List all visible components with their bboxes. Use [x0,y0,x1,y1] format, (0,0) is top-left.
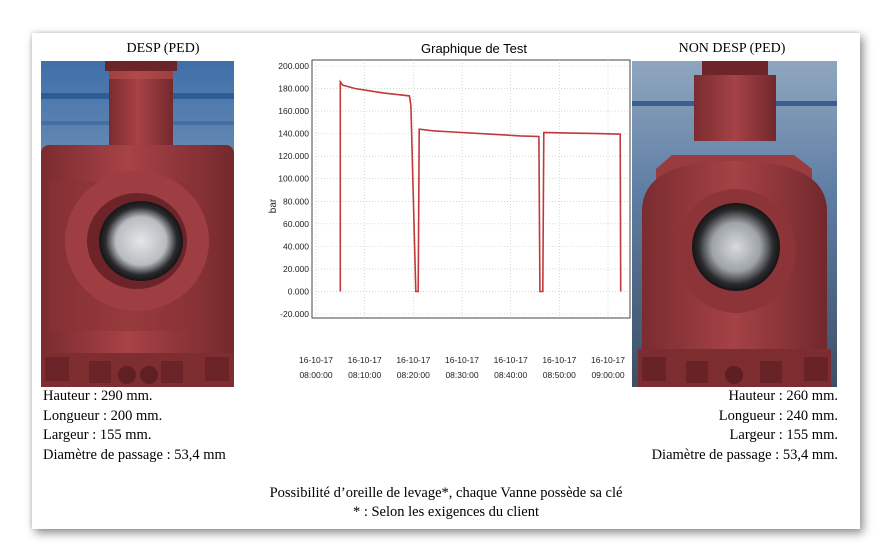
x-tick-date: 16-10-17 [348,355,382,365]
x-tick-time: 08:10:00 [348,370,381,380]
x-tick-date: 16-10-17 [299,355,333,365]
desp-passage-diameter: Diamètre de passage : 53,4 mm [43,446,226,463]
x-tick-date: 16-10-17 [542,355,576,365]
y-tick-label: 60.000 [283,219,309,229]
x-tick-date: 16-10-17 [445,355,479,365]
y-axis-label: bar [268,198,279,213]
y-tick-label: 160.000 [278,106,309,116]
x-tick-date: 16-10-17 [396,355,430,365]
x-tick-time: 08:20:00 [397,370,430,380]
x-tick-time: 08:30:00 [445,370,478,380]
non-desp-valve-photo [632,61,837,387]
y-tick-label: 200.000 [278,61,309,71]
y-tick-label: 40.000 [283,241,309,251]
non-desp-specs: Hauteur : 260 mm. Longueur : 240 mm. Lar… [652,387,838,465]
plot-area [311,59,631,319]
y-axis-ticks: -20.000 0.000 20.000 40.000 60.000 80.000 100.… [278,61,309,319]
y-tick-label: 0.000 [288,286,310,296]
y-tick-label: 140.000 [278,129,309,139]
x-tick-time: 08:00:00 [299,370,332,380]
x-tick-date: 16-10-17 [494,355,528,365]
right-valve-title: NON DESP (PED) [678,41,786,56]
x-tick-date: 16-10-17 [591,355,625,365]
non-desp-width: Largeur : 155 mm. [729,427,838,443]
lifting-ear-note: Possibilité d’oreille de levage*, chaque… [269,485,623,501]
y-tick-label: 20.000 [283,264,309,274]
desp-height: Hauteur : 290 mm. [43,388,153,404]
non-desp-height: Hauteur : 260 mm. [728,388,838,404]
y-tick-label: 80.000 [283,196,309,206]
desp-width: Largeur : 155 mm. [43,427,152,443]
y-tick-label: 180.000 [278,84,309,94]
pressure-test-chart: -20.000 0.000 20.000 40.000 60.000 80.000 100.… [258,58,632,388]
y-tick-label: -20.000 [280,309,309,319]
x-tick-time: 08:50:00 [543,370,576,380]
desp-specs: Hauteur : 290 mm. Longueur : 200 mm. Lar… [43,387,226,465]
chart-title: Graphique de Test [421,41,527,56]
y-tick-label: 120.000 [278,151,309,161]
non-desp-length: Longueur : 240 mm. [718,407,838,424]
x-axis-ticks: 16-10-17 08:00:00 16-10-17 08:10:00 16-10-17… [299,355,625,380]
non-desp-passage-diameter: Diamètre de passage : 53,4 mm. [651,446,838,463]
x-tick-time: 08:40:00 [494,370,527,380]
desp-length: Longueur : 200 mm. [43,407,163,424]
chart-svg: -20.000 0.000 20.000 40.000 60.000 80.000 100.… [268,59,631,380]
y-tick-label: 100.000 [278,174,309,184]
datasheet-page: DESP (PED) Graphique de Test NON DESP (P… [32,33,860,529]
desp-valve-photo [41,61,234,387]
client-requirements-note: * : Selon les exigences du client [352,504,540,520]
pressure-series-line [339,79,622,293]
x-tick-time: 09:00:00 [591,370,624,380]
left-valve-title: DESP (PED) [126,41,200,56]
